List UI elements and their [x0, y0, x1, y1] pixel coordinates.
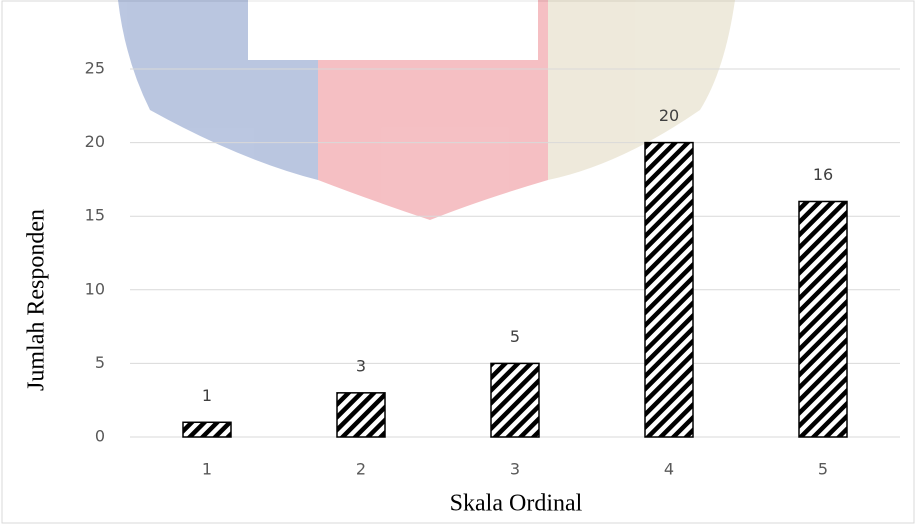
x-tick-label: 1 — [202, 460, 212, 479]
y-tick-label: 20 — [85, 132, 105, 151]
data-label: 3 — [356, 356, 366, 375]
bar — [644, 141, 694, 438]
y-tick-label: 15 — [85, 206, 105, 225]
x-tick-label: 2 — [356, 460, 366, 479]
bar — [336, 392, 386, 438]
y-tick-label: 5 — [95, 353, 105, 372]
y-tick-label: 10 — [85, 279, 105, 298]
x-tick-label: 4 — [664, 460, 674, 479]
bar — [490, 362, 540, 438]
data-label: 20 — [659, 106, 679, 125]
bar — [798, 200, 848, 438]
y-tick-label: 0 — [95, 427, 105, 446]
data-label: 5 — [510, 327, 520, 346]
x-tick-label: 3 — [510, 460, 520, 479]
data-label: 1 — [202, 386, 212, 405]
y-axis-title: Jumlah Responden — [24, 209, 50, 391]
y-tick-label: 25 — [85, 59, 105, 78]
data-label: 16 — [813, 165, 833, 184]
x-tick-label: 5 — [818, 460, 828, 479]
watermark — [118, 0, 735, 220]
x-axis-title: Skala Ordinal — [450, 491, 583, 517]
bar — [182, 421, 232, 438]
